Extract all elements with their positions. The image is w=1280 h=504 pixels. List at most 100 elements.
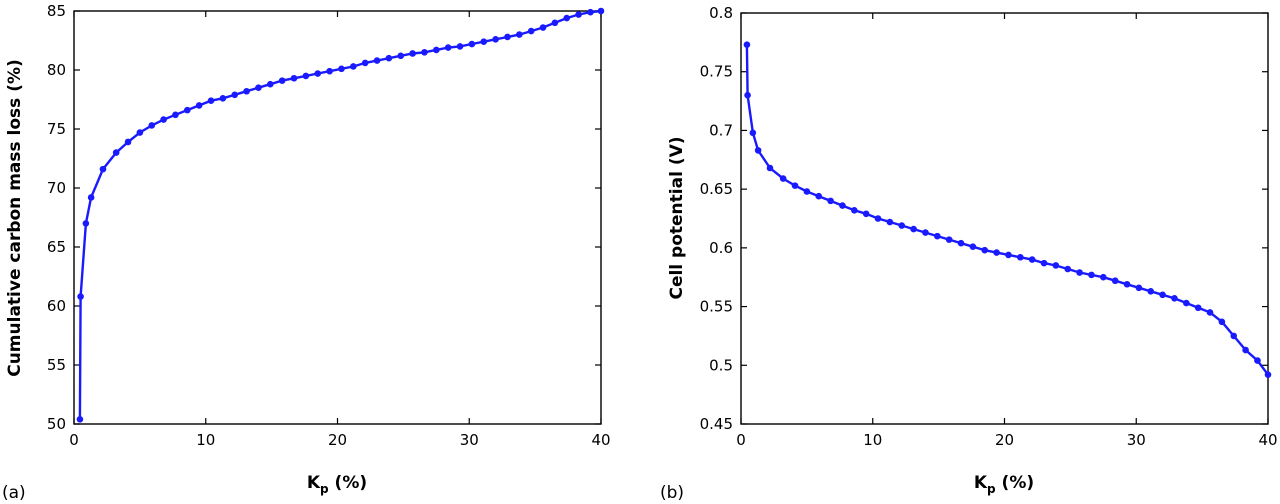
- panel-b-y-tick-label: 0.65: [700, 180, 733, 198]
- panel-b-data-point: [791, 182, 799, 189]
- panel-a-y-tick-label: 50: [47, 415, 66, 433]
- panel-a-data-point: [575, 11, 582, 18]
- panel-a-data-point: [136, 129, 144, 136]
- panel-b-data-point: [1230, 332, 1238, 340]
- panel-b-data-point: [1111, 277, 1119, 285]
- panel-b-x-axis-label-sub: p: [987, 482, 996, 496]
- panel-a-data-point: [468, 40, 476, 48]
- panel-b-data-point: [1088, 271, 1095, 279]
- panel-b-y-ticks: 0.45 0.5 0.55 0.6 0.65 0.7 0.75 0.8: [700, 4, 1268, 433]
- panel-a: (a) 50 55 60 65 70 75 80 85 0 10 20 30 40 Cumulativ…: [2, 2, 611, 503]
- panel-a-data-point: [338, 65, 345, 73]
- panel-b-data-point: [1017, 253, 1024, 261]
- panel-b-data-point: [874, 215, 882, 222]
- panel-b-data-point: [1194, 304, 1202, 312]
- panel-b-data-point: [1159, 291, 1166, 299]
- panel-b-data-point: [934, 232, 941, 240]
- panel-b-x-tick-label: 30: [1127, 431, 1146, 449]
- panel-a-x-tick-label: 10: [196, 431, 215, 449]
- panel-a-series: [76, 7, 605, 423]
- panel-b-data-point: [1218, 318, 1226, 326]
- panel-a-y-ticks: 50 55 60 65 70 75 80 85: [47, 2, 601, 433]
- panel-a-data-point: [231, 91, 239, 99]
- panel-b-data-point: [754, 147, 762, 154]
- panel-b-data-point: [827, 197, 834, 205]
- panel-a-data-point: [195, 102, 203, 109]
- panel-b-x-tick-label: 20: [995, 431, 1014, 449]
- panel-b-x-axis-label: Kp (%): [974, 473, 1034, 496]
- panel-a-data-point: [373, 57, 381, 64]
- panel-b-data-point: [1183, 299, 1190, 307]
- panel-a-data-point: [160, 116, 167, 123]
- panel-b-y-tick-label: 0.5: [709, 356, 733, 374]
- panel-b-data-point: [1135, 284, 1143, 292]
- panel-b-data-point: [749, 129, 757, 137]
- panel-b-x-tick-label: 40: [1258, 431, 1277, 449]
- panel-b-data-point: [744, 91, 751, 99]
- panel-a-data-point: [492, 36, 499, 43]
- panel-a-data-point: [219, 95, 227, 102]
- panel-a-data-point: [350, 63, 357, 70]
- panel-b-data-point: [803, 188, 811, 195]
- panel-b-data-point: [1147, 288, 1155, 295]
- panel-a-x-tick-label: 30: [460, 431, 479, 449]
- panel-a-series-line: [78, 9, 602, 420]
- panel-a-data-point: [112, 149, 120, 156]
- panel-a-y-tick-label: 70: [47, 179, 66, 197]
- panel-a-data-point: [385, 54, 393, 62]
- panel-b-data-point: [779, 175, 787, 182]
- panel-a-x-axis-label-sub: p: [320, 482, 329, 496]
- panel-b-data-point: [1064, 265, 1072, 273]
- panel-a-y-tick-label: 80: [47, 61, 66, 79]
- panel-a-data-point: [302, 72, 310, 80]
- panel-a-data-point: [172, 111, 179, 119]
- panel-a-data-point: [99, 165, 107, 173]
- panel-b-data-point: [1076, 269, 1083, 276]
- panel-a-data-point: [361, 59, 369, 67]
- panel-b-data-point: [1123, 280, 1131, 288]
- panel-a-data-point: [243, 87, 250, 95]
- panel-a-data-point: [255, 84, 262, 91]
- panel-a-data-point: [87, 194, 95, 201]
- panel-b-data-point: [969, 243, 977, 250]
- panel-b-y-axis-label: Cell potential (V): [667, 136, 687, 299]
- panel-a-data-point: [597, 7, 605, 15]
- panel-a-plot-frame: [73, 10, 602, 425]
- panel-a-data-point: [409, 50, 416, 57]
- panel-a-data-point: [267, 80, 274, 88]
- panel-a-data-point: [314, 70, 322, 77]
- panel-a-x-tick-label: 40: [591, 431, 610, 449]
- panel-a-data-point: [551, 19, 559, 27]
- panel-b-data-point: [886, 218, 894, 226]
- panel-a-data-point: [77, 293, 84, 300]
- panel-b-plot-frame: [740, 12, 1269, 425]
- panel-b-data-point: [1052, 262, 1060, 269]
- panel-a-x-axis-label-suffix: (%): [329, 473, 368, 493]
- panel-a-y-axis-label: Cumulative carbon mass loss (%): [5, 59, 25, 377]
- panel-a-data-point: [504, 33, 511, 41]
- panel-a-x-ticks: 0 10 20 30 40: [69, 11, 611, 449]
- panel-b-y-tick-label: 0.55: [700, 298, 733, 316]
- panel-b-data-point: [1040, 259, 1048, 267]
- panel-b-x-tick-label: 10: [863, 431, 882, 449]
- panel-a-data-point: [456, 43, 464, 50]
- panel-a-y-tick-label: 55: [47, 356, 66, 374]
- panel-a-data-point: [421, 49, 428, 56]
- panel-b-data-point: [1264, 371, 1272, 378]
- panel-b-label: (b): [660, 483, 684, 503]
- panel-a-x-axis-label-main: K: [307, 473, 321, 493]
- panel-a-y-tick-label: 75: [47, 120, 66, 138]
- panel-b-data-point: [1171, 295, 1178, 302]
- panel-b-data-point: [766, 164, 774, 172]
- panel-b-data-point: [1254, 357, 1261, 364]
- panel-a-y-tick-label: 85: [47, 2, 66, 20]
- panel-a-data-point: [76, 415, 84, 423]
- panel-b-data-point: [839, 202, 846, 209]
- panel-b-x-axis-label-main: K: [974, 473, 988, 493]
- panel-b-y-tick-label: 0.6: [709, 239, 733, 257]
- panel-a-data-point: [148, 122, 156, 129]
- panel-b-data-point: [898, 222, 906, 229]
- panel-b-data-point: [1028, 256, 1036, 263]
- panel-b-data-point: [957, 239, 965, 247]
